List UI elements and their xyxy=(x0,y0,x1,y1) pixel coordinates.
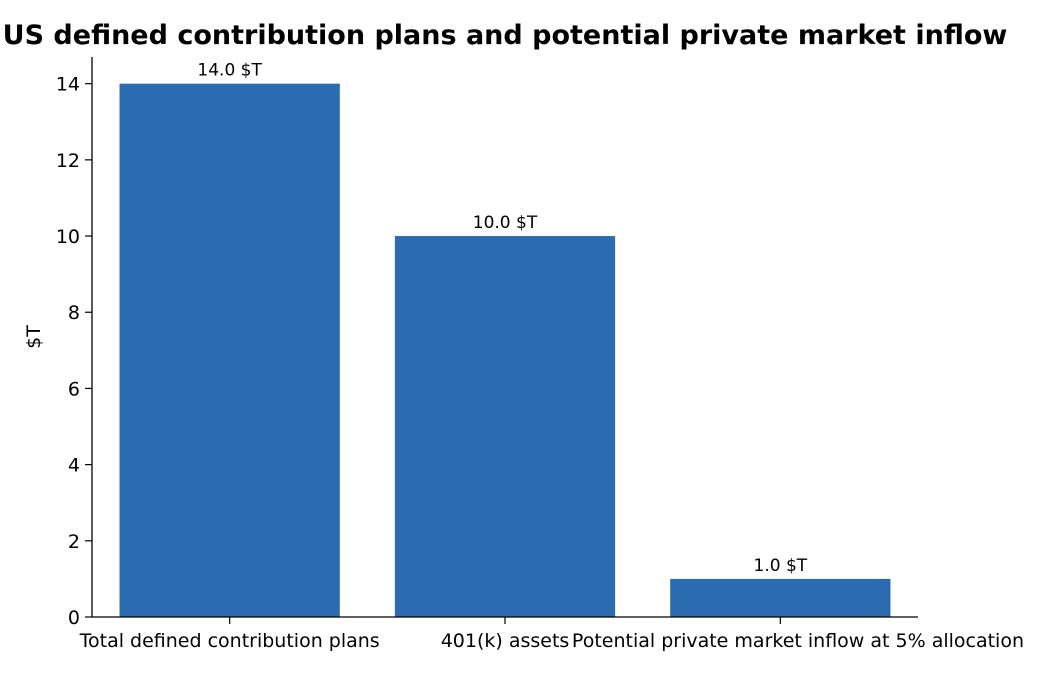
y-tick-label: 10 xyxy=(56,226,80,248)
y-tick-label: 8 xyxy=(68,302,80,324)
data-label: 10.0 $T xyxy=(473,213,538,233)
bar xyxy=(394,236,616,618)
y-axis-label: $T xyxy=(23,325,45,349)
data-label: 1.0 $T xyxy=(754,556,808,576)
x-tick-label: 401(k) assets xyxy=(441,630,570,652)
y-tick-label: 14 xyxy=(56,74,80,96)
y-tick-label: 12 xyxy=(56,150,80,172)
bar xyxy=(119,83,340,617)
y-tick-label: 0 xyxy=(68,607,80,629)
chart-title: US defined contribution plans and potent… xyxy=(3,20,1008,51)
bar xyxy=(670,578,891,617)
y-tick-label: 2 xyxy=(68,531,80,553)
x-tick-label: Potential private market inflow at 5% al… xyxy=(572,630,1024,652)
x-tick-label: Total defined contribution plans xyxy=(79,630,380,652)
y-tick-label: 6 xyxy=(68,378,80,400)
plot-area: 14.0 $T Total defined contribution plans 1… xyxy=(56,57,1024,652)
y-tick-label: 4 xyxy=(68,455,80,477)
data-label: 14.0 $T xyxy=(197,61,262,81)
